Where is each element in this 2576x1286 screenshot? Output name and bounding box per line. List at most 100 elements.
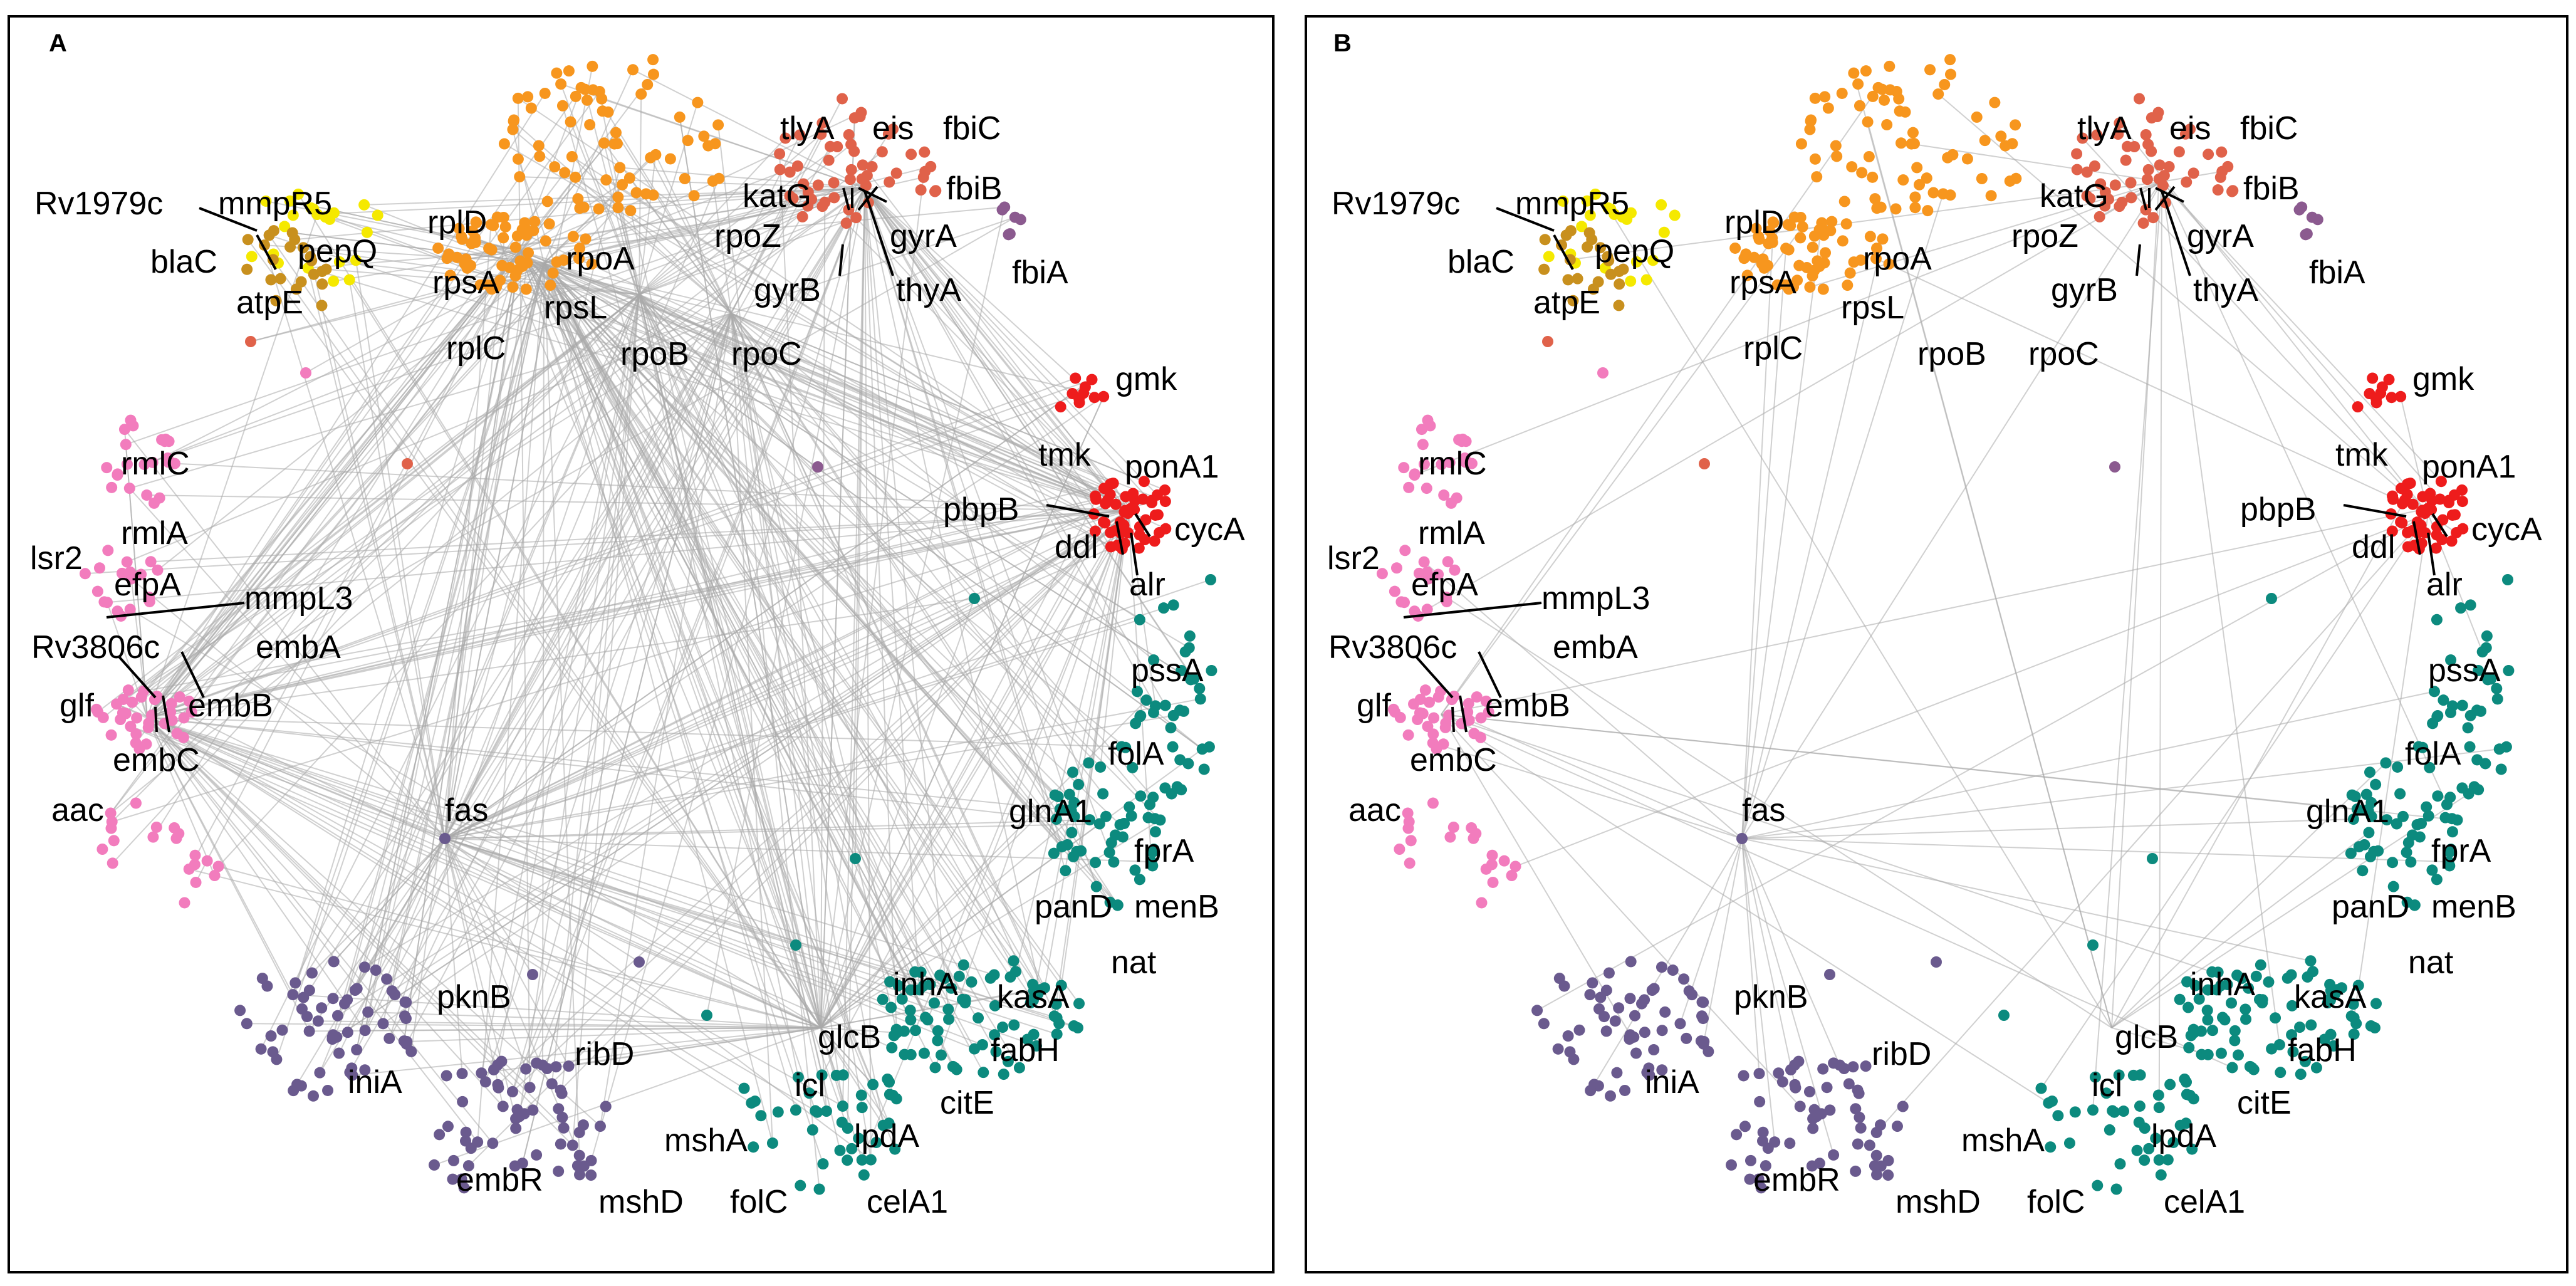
label-leader-line	[180, 651, 205, 698]
gene-node	[2095, 178, 2107, 190]
gene-node	[546, 1078, 558, 1090]
gene-node	[1403, 481, 1415, 493]
gene-node	[543, 218, 555, 230]
gene-node	[362, 1006, 374, 1018]
gene-node	[1630, 256, 1642, 268]
gene-node	[709, 138, 721, 150]
network-edge	[1441, 508, 2428, 715]
label-leader-line	[863, 191, 894, 276]
gene-node	[573, 1127, 585, 1139]
gene-node	[1771, 279, 1783, 291]
gene-node	[1909, 202, 1921, 214]
network-edge	[444, 838, 1152, 863]
gene-label-embc: embC	[1410, 742, 1497, 778]
gene-node	[1463, 714, 1475, 726]
gene-node	[2305, 1019, 2317, 1031]
gene-node	[1850, 1103, 1862, 1115]
gene-node	[2495, 763, 2507, 775]
gene-node	[1102, 494, 1113, 506]
gene-node	[1876, 83, 1888, 95]
gene-node	[823, 154, 835, 166]
network-edge	[2161, 181, 2280, 1045]
network-edge	[147, 717, 1069, 811]
gene-node	[1576, 221, 1588, 233]
gene-node	[2481, 630, 2493, 642]
network-edge	[518, 294, 640, 1117]
network-edge	[317, 187, 865, 216]
gene-node	[2063, 1137, 2075, 1149]
network-edge	[542, 263, 545, 1065]
network-edge	[639, 294, 1203, 750]
gene-node	[1831, 150, 1843, 162]
gene-node	[331, 1010, 343, 1022]
network-edge	[1033, 510, 1129, 1001]
gene-label-pona1: ponA1	[2422, 449, 2516, 485]
gene-node	[1838, 196, 1850, 207]
gene-node	[1098, 390, 1110, 402]
gene-node	[877, 993, 889, 1005]
network-edge	[864, 187, 920, 990]
gene-node	[1568, 1053, 1580, 1065]
network-edge	[864, 187, 1152, 503]
gene-node	[1852, 1084, 1864, 1096]
gene-node	[1895, 137, 1907, 149]
gene-label-rpld: rplD	[1724, 204, 1784, 241]
network-edge	[519, 250, 1203, 750]
gene-node	[1564, 254, 1576, 266]
gene-node	[108, 835, 120, 847]
network-edge	[820, 522, 1106, 1028]
gene-node	[572, 193, 584, 205]
label-leader-line	[2412, 521, 2421, 555]
network-edge	[717, 125, 821, 1028]
gene-node	[1543, 251, 1555, 263]
gene-node	[1824, 969, 1835, 980]
network-edge	[264, 244, 446, 839]
gene-node	[2229, 1035, 2241, 1047]
gene-node	[2409, 899, 2421, 911]
label-leader-line	[162, 695, 170, 733]
gene-node	[1050, 998, 1062, 1010]
gene-node	[98, 596, 110, 608]
gene-node	[1879, 94, 1890, 106]
gene-node	[1854, 100, 1865, 112]
network-edge	[820, 1027, 884, 1126]
gene-label-embr: embR	[1753, 1162, 1840, 1198]
gene-node	[915, 184, 927, 196]
gene-node	[1630, 1047, 1642, 1059]
gene-label-rv3806c: Rv3806c	[1328, 629, 1457, 666]
gene-node	[2387, 490, 2399, 502]
gene-node	[1776, 1076, 1788, 1088]
network-edge	[864, 187, 1112, 548]
gene-node	[2270, 1012, 2281, 1024]
gene-node	[837, 93, 848, 105]
gene-node	[555, 78, 567, 90]
gene-label-folc: folC	[730, 1184, 788, 1220]
gene-node	[2142, 164, 2154, 175]
gene-node	[1897, 1100, 1909, 1112]
network-edge	[561, 294, 640, 1094]
gene-node	[511, 264, 523, 276]
gene-node	[1416, 424, 1427, 436]
gene-node	[2391, 818, 2402, 830]
gene-node	[1188, 673, 1200, 685]
gene-node	[1089, 525, 1101, 537]
gene-node	[580, 233, 592, 245]
gene-node	[1764, 225, 1776, 237]
gene-node	[813, 1183, 825, 1195]
gene-node	[162, 456, 174, 468]
gene-node	[2424, 761, 2436, 773]
network-edge	[157, 510, 1129, 698]
gene-node	[2369, 1022, 2380, 1034]
network-edge	[112, 294, 640, 864]
gene-node	[130, 728, 142, 740]
network-edge	[1741, 838, 2449, 863]
gene-node	[1095, 761, 1107, 773]
gene-node	[1565, 225, 1577, 237]
gene-node	[130, 737, 142, 749]
gene-node	[1573, 1024, 1585, 1036]
gene-node	[772, 1106, 784, 1118]
gene-node	[889, 1143, 901, 1155]
gene-node	[2439, 812, 2451, 823]
gene-node	[289, 977, 301, 989]
